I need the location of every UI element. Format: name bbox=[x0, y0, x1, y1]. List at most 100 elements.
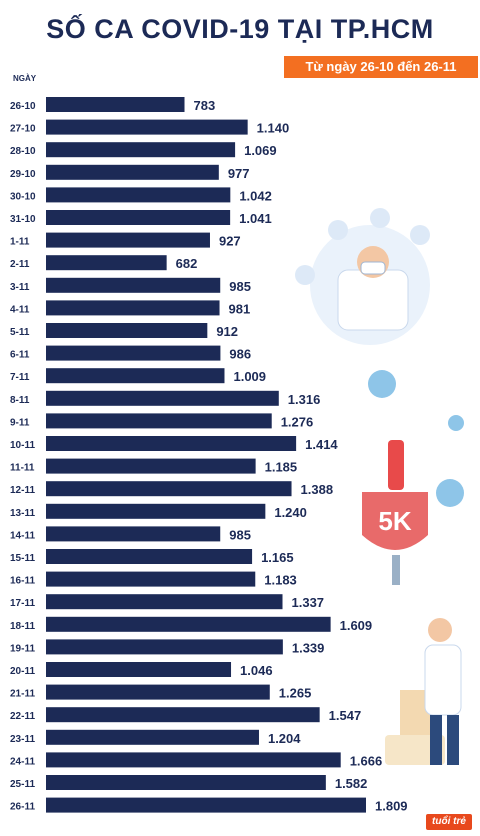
bar-17-11 bbox=[46, 594, 283, 610]
category-labels: 26-10 27-10 28-10 29-10 30-10 31-10 1-11 2-11 3-… bbox=[10, 101, 36, 813]
category-label: 18-11 bbox=[10, 621, 35, 632]
bar-9-11 bbox=[46, 413, 272, 429]
bar-5-11 bbox=[46, 323, 208, 338]
bar-30-10 bbox=[46, 187, 231, 203]
value-label: 1.069 bbox=[244, 143, 277, 158]
y-axis-label: NGÀY bbox=[13, 74, 37, 83]
value-label: 1.388 bbox=[301, 482, 334, 497]
category-label: 6-11 bbox=[10, 350, 30, 361]
value-label: 1.042 bbox=[239, 188, 272, 203]
bar-23-11 bbox=[46, 729, 259, 745]
category-label: 26-10 bbox=[10, 101, 36, 112]
value-label: 986 bbox=[229, 347, 251, 362]
value-label: 1.265 bbox=[279, 686, 312, 701]
bar-27-10 bbox=[46, 119, 248, 135]
category-label: 1-11 bbox=[10, 237, 30, 248]
category-label: 16-11 bbox=[10, 576, 35, 587]
value-label: 1.140 bbox=[257, 121, 290, 136]
bar-7-11 bbox=[46, 368, 225, 384]
bar-26-11 bbox=[46, 797, 366, 813]
value-label: 1.185 bbox=[265, 460, 298, 475]
value-label: 985 bbox=[229, 527, 251, 542]
value-label: 977 bbox=[228, 166, 250, 181]
bar-18-11 bbox=[46, 616, 331, 632]
category-label: 10-11 bbox=[10, 440, 35, 451]
publisher-logo: tuổi trẻ bbox=[426, 814, 472, 830]
bar-22-11 bbox=[46, 707, 320, 723]
bar-10-11 bbox=[46, 436, 297, 451]
category-label: 3-11 bbox=[10, 282, 30, 293]
value-label: 1.046 bbox=[240, 663, 273, 678]
doctor-clipboard-illustration bbox=[385, 618, 462, 765]
value-label: 1.204 bbox=[268, 731, 301, 746]
category-label: 15-11 bbox=[10, 553, 35, 564]
value-label: 1.337 bbox=[292, 595, 325, 610]
category-label: 9-11 bbox=[10, 417, 30, 428]
bars-group bbox=[46, 97, 366, 813]
value-label: 1.276 bbox=[281, 414, 314, 429]
category-label: 24-11 bbox=[10, 756, 35, 767]
value-label: 1.414 bbox=[305, 437, 338, 452]
bar-3-11 bbox=[46, 277, 221, 293]
syringe-shield-illustration: 5K bbox=[362, 370, 464, 585]
bar-12-11 bbox=[46, 481, 292, 497]
category-label: 20-11 bbox=[10, 666, 35, 677]
value-label: 927 bbox=[219, 234, 241, 249]
category-label: 27-10 bbox=[10, 124, 36, 135]
bar-2-11 bbox=[46, 255, 167, 271]
category-label: 28-10 bbox=[10, 146, 36, 157]
value-label: 1.041 bbox=[239, 211, 272, 226]
value-label: 981 bbox=[229, 301, 251, 316]
bar-29-10 bbox=[46, 164, 219, 180]
value-label: 912 bbox=[216, 324, 238, 339]
value-label: 682 bbox=[176, 256, 198, 271]
value-label: 1.809 bbox=[375, 799, 408, 814]
category-label: 12-11 bbox=[10, 485, 35, 496]
category-label: 29-10 bbox=[10, 169, 36, 180]
value-label: 1.240 bbox=[274, 505, 307, 520]
bar-15-11 bbox=[46, 549, 253, 564]
value-label: 1.666 bbox=[350, 753, 383, 768]
value-label: 1.547 bbox=[329, 708, 362, 723]
bar-13-11 bbox=[46, 503, 266, 519]
category-label: 19-11 bbox=[10, 643, 35, 654]
date-range-badge: Từ ngày 26-10 đến 26-11 bbox=[284, 56, 478, 78]
bar-19-11 bbox=[46, 639, 283, 655]
value-label: 1.165 bbox=[261, 550, 294, 565]
bar-1-11 bbox=[46, 232, 210, 248]
bar-31-10 bbox=[46, 210, 231, 225]
page-title: SỐ CA COVID-19 TẠI TP.HCM bbox=[46, 14, 434, 44]
value-label: 1.339 bbox=[292, 640, 325, 655]
category-label: 25-11 bbox=[10, 779, 35, 790]
doctor-illustration bbox=[295, 208, 430, 345]
category-label: 23-11 bbox=[10, 734, 35, 745]
bar-20-11 bbox=[46, 662, 232, 677]
bar-25-11 bbox=[46, 775, 326, 790]
value-labels: 783 1.140 1.069 977 1.042 1.041 927 682 985 981 91… bbox=[176, 98, 408, 814]
bar-8-11 bbox=[46, 390, 279, 406]
category-label: 26-11 bbox=[10, 802, 35, 813]
bar-21-11 bbox=[46, 684, 270, 700]
value-label: 1.316 bbox=[288, 392, 321, 407]
value-label: 1.009 bbox=[233, 369, 266, 384]
category-label: 8-11 bbox=[10, 395, 30, 406]
category-label: 5-11 bbox=[10, 327, 30, 338]
category-label: 31-10 bbox=[10, 214, 36, 225]
bar-16-11 bbox=[46, 571, 256, 587]
bar-4-11 bbox=[46, 300, 220, 316]
value-label: 985 bbox=[229, 279, 251, 294]
value-label: 1.582 bbox=[335, 776, 368, 791]
value-label: 1.609 bbox=[340, 618, 373, 633]
category-label: 4-11 bbox=[10, 304, 30, 315]
bar-6-11 bbox=[46, 345, 221, 361]
category-label: 2-11 bbox=[10, 259, 30, 270]
category-label: 22-11 bbox=[10, 711, 35, 722]
bar-14-11 bbox=[46, 526, 221, 542]
value-label: 1.183 bbox=[264, 573, 297, 588]
category-label: 14-11 bbox=[10, 530, 35, 541]
category-label: 13-11 bbox=[10, 508, 35, 519]
svg-text:5K: 5K bbox=[378, 506, 411, 536]
bar-11-11 bbox=[46, 458, 256, 474]
category-label: 7-11 bbox=[10, 372, 30, 383]
